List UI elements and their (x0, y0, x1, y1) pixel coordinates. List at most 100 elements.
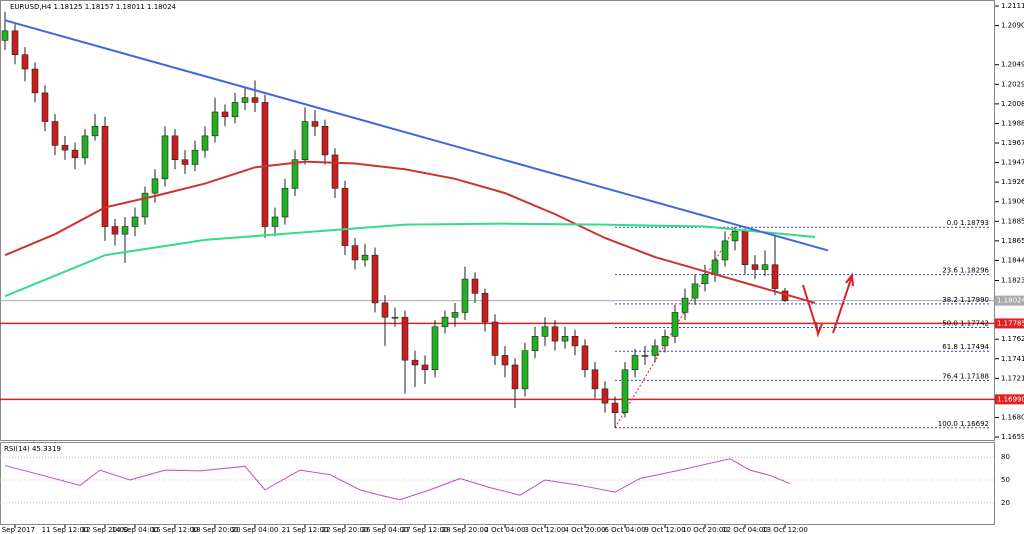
x-tick-label: 28 Sep 20:00 (442, 526, 489, 534)
price-box-label: 1.16990 (997, 395, 1024, 403)
y-tick-label: 1.18650 (1001, 237, 1024, 245)
candle-body (751, 264, 759, 270)
candle-body (261, 102, 269, 227)
fib-label: 50.0 1.17742 (942, 320, 989, 328)
candle-body (181, 159, 189, 165)
y-tick-label: 1.19060 (1001, 198, 1024, 206)
candle-body (301, 121, 309, 161)
x-tick-label: 18 Sep 20:00 (192, 526, 239, 534)
candle-body (671, 312, 679, 337)
candle-body (721, 240, 729, 261)
y-tick-label: 1.20290 (1001, 80, 1024, 88)
candle-body (691, 283, 699, 299)
candle-body (61, 145, 69, 151)
x-tick-label: 27 Sep 12:00 (402, 526, 449, 534)
candle-body (641, 355, 649, 357)
rsi-line (4, 458, 791, 501)
rsi-tick-label: 80 (1001, 453, 1010, 461)
candle-body (241, 97, 249, 103)
candle-body (531, 336, 539, 351)
candle-body (381, 302, 389, 318)
candle-body (121, 226, 129, 235)
y-tick-label: 1.18855 (1001, 217, 1024, 225)
y-tick-label: 1.17415 (1001, 355, 1024, 363)
y-tick-label: 1.18445 (1001, 256, 1024, 264)
candle-body (131, 216, 139, 227)
fib-label: 0.0 1.18793 (947, 219, 989, 227)
candle-body (631, 355, 639, 371)
x-tick-label: 11 Sep 12:00 (42, 526, 89, 534)
x-tick-label: 12 Sep 20:00 (82, 526, 129, 534)
candle-body (591, 369, 599, 390)
x-tick-label: 14 Sep 04:00 (112, 526, 159, 534)
candle-body (541, 326, 549, 337)
candle-body (341, 188, 349, 246)
y-tick-label: 1.20905 (1001, 22, 1024, 30)
candle-body (571, 336, 579, 347)
chart-header: EURUSD,H4 1.18125 1.18157 1.18011 1.1802… (10, 3, 177, 11)
candle-body (461, 278, 469, 313)
x-tick-label: 13 Oct 12:00 (762, 526, 808, 534)
candle-body (151, 178, 159, 194)
candle-body (711, 259, 719, 275)
candle-body (771, 264, 779, 289)
candle-body (1, 30, 9, 41)
overlay-line (4, 222, 816, 298)
y-tick-label: 1.17210 (1001, 374, 1024, 382)
candle-body (81, 135, 89, 159)
price-box-label: 1.17785 (997, 319, 1024, 327)
x-tick-label: 6 Oct 04:00 (604, 526, 645, 534)
candle-body (481, 293, 489, 323)
x-tick-label: 26 Sep 04:00 (362, 526, 409, 534)
overlay-line (4, 160, 816, 304)
y-tick-label: 1.17620 (1001, 335, 1024, 343)
candle-body (11, 30, 19, 56)
candle-body (71, 149, 79, 159)
candle-body (41, 92, 49, 122)
candle-body (281, 188, 289, 218)
candle-body (411, 359, 419, 366)
overlay-line (4, 19, 829, 252)
candle-body (331, 154, 339, 189)
rsi-tick-label: 20 (1001, 499, 1010, 507)
candle-body (761, 264, 769, 270)
candle-body (491, 321, 499, 356)
candle-body (521, 350, 529, 390)
y-tick-label: 1.16595 (1001, 433, 1024, 441)
price-box (995, 295, 1024, 306)
price-pane (0, 0, 995, 441)
candle-body (701, 273, 709, 285)
candle-body (651, 345, 659, 356)
y-tick-label: 1.19470 (1001, 159, 1024, 167)
candle-body (391, 316, 399, 319)
candle-body (511, 364, 519, 390)
candle-body (191, 149, 199, 165)
x-tick-label: 21 Sep 12:00 (282, 526, 329, 534)
y-tick-label: 1.20495 (1001, 61, 1024, 69)
candle-body (351, 245, 359, 261)
y-tick-label: 1.21110 (1001, 2, 1024, 10)
candle-body (441, 316, 449, 328)
candle-body (401, 316, 409, 361)
candle-body (361, 254, 369, 261)
x-tick-label: 2 Oct 04:00 (484, 526, 525, 534)
x-tick-label: 3 Oct 12:00 (524, 526, 565, 534)
rsi-tick-label: 50 (1001, 476, 1010, 484)
candle-body (731, 231, 739, 242)
candle-body (311, 121, 319, 127)
candle-body (141, 192, 149, 218)
candle-body (421, 364, 429, 371)
candle-body (31, 68, 39, 94)
candle-body (471, 278, 479, 294)
candle-body (171, 135, 179, 161)
candle-body (21, 54, 29, 70)
candle-body (91, 126, 99, 137)
candle-body (431, 326, 439, 371)
candle-body (211, 111, 219, 137)
candle-body (501, 355, 509, 366)
candle-body (161, 135, 169, 180)
x-tick-label: 12 Oct 04:00 (722, 526, 768, 534)
candle-body (371, 254, 379, 304)
candle-body (51, 121, 59, 146)
